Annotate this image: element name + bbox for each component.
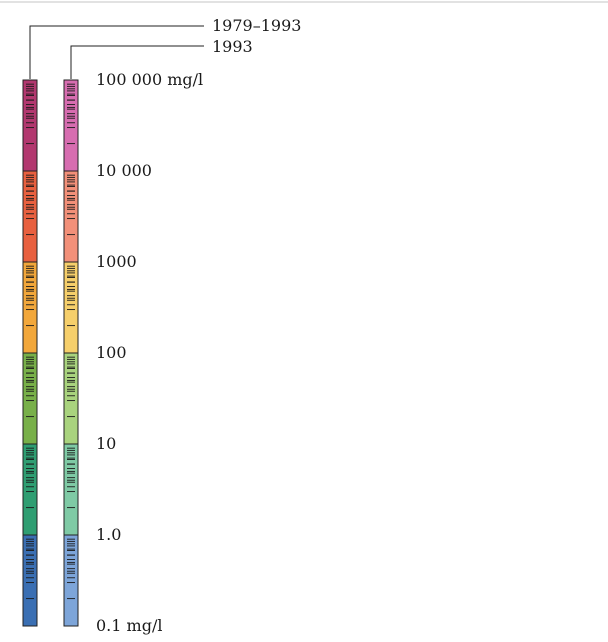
leader-line-series-2: [70, 45, 204, 79]
color-column-1993: [63, 79, 79, 627]
color-segment: [63, 534, 79, 627]
color-column-1979-1993: [22, 79, 38, 627]
scale-label-1000: 1000: [96, 252, 137, 271]
scale-label-100000: 100 000 mg/l: [96, 70, 203, 89]
scale-label-10000: 10 000: [96, 161, 152, 180]
leader-line-series-1: [29, 25, 204, 79]
scale-label-100: 100: [96, 343, 127, 362]
series-label-1993: 1993: [212, 37, 253, 56]
scale-label-10: 10: [96, 434, 116, 453]
scale-label-1-0: 1.0: [96, 525, 121, 544]
scale-label-0-1: 0.1 mg/l: [96, 616, 162, 635]
color-segment: [22, 534, 38, 627]
series-label-1979-1993: 1979–1993: [212, 16, 301, 35]
